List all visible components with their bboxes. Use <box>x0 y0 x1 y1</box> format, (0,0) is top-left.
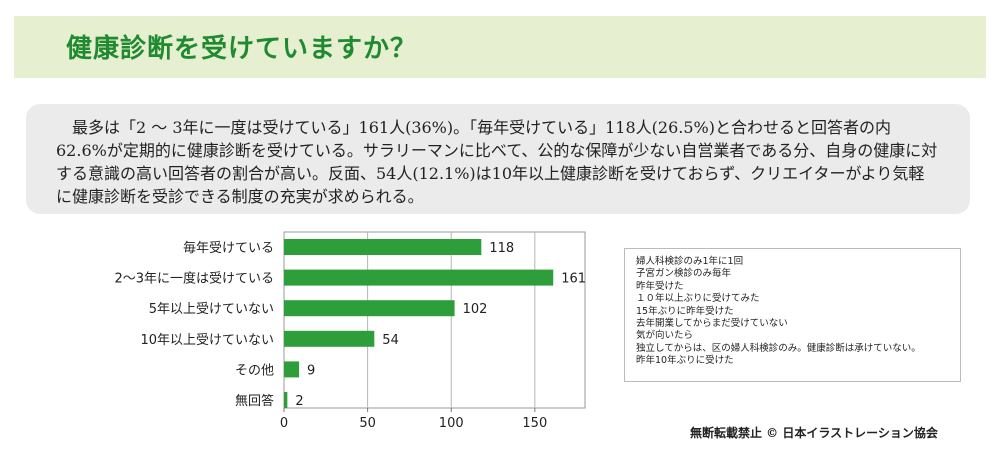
x-tick-label: 150 <box>522 416 547 431</box>
category-label: 無回答 <box>235 393 274 409</box>
x-tick-label: 50 <box>359 416 376 431</box>
category-label: 5年以上受けていない <box>149 302 274 317</box>
bar <box>284 392 288 408</box>
bar-chart: 0 50 100 150 毎年受けている 118 2～3年に一度は受けている 161 5年以上受… <box>114 231 586 431</box>
other-answer-item: 昨年受けた <box>636 280 684 292</box>
bar <box>284 300 455 317</box>
category-label: 2～3年に一度は受けている <box>114 271 274 287</box>
value-label: 161 <box>561 272 586 287</box>
other-answer-item: 独立してからは、区の婦人科検診のみ。健康診断は承けていない。 <box>636 342 921 354</box>
value-label: 9 <box>307 363 315 378</box>
value-label: 2 <box>295 394 303 409</box>
bar <box>284 239 482 255</box>
summary-box: 最多は「2 ～ 3年に一度は受けている」161人(36%)。「毎年受けている」1… <box>26 104 970 214</box>
value-label: 118 <box>489 241 514 256</box>
plot-frame <box>283 231 586 409</box>
other-answer-item: 昨年10年ぶりに受けた <box>636 355 734 367</box>
category-label: 10年以上受けていない <box>140 333 274 348</box>
bar <box>284 269 554 286</box>
bar <box>284 361 300 378</box>
copyright-credit: 無断転載禁止 © 日本イラストレーション協会 <box>690 426 938 440</box>
value-label: 102 <box>463 302 488 317</box>
title-banner: 健康診断を受けていますか？ <box>14 16 986 78</box>
x-tick-label: 0 <box>280 416 288 431</box>
other-answer-item: 15年ぶりに昨年受けた <box>636 305 734 317</box>
other-answer-item: 去年開業してからまだ受けていない <box>636 318 788 330</box>
other-answers-box: 婦人科検診のみ1年に1回 子宮ガン検診のみ毎年 昨年受けた １０年以上ぶりに受けてみた… <box>624 248 961 382</box>
bar <box>284 330 375 347</box>
x-tick-label: 100 <box>439 416 464 431</box>
category-label: 毎年受けている <box>183 240 274 256</box>
other-answer-item: 婦人科検診のみ1年に1回 <box>636 256 744 267</box>
other-answer-item: １０年以上ぶりに受けてみた <box>636 293 760 305</box>
value-label: 54 <box>382 333 399 348</box>
category-label: その他 <box>235 363 274 378</box>
page-title: 健康診断を受けていますか？ <box>66 34 418 64</box>
other-answer-item: 子宮ガン検診のみ毎年 <box>636 268 732 280</box>
summary-text: 最多は「2 ～ 3年に一度は受けている」161人(36%)。「毎年受けている」1… <box>56 118 938 206</box>
other-answer-item: 気が向いたら <box>636 330 694 342</box>
